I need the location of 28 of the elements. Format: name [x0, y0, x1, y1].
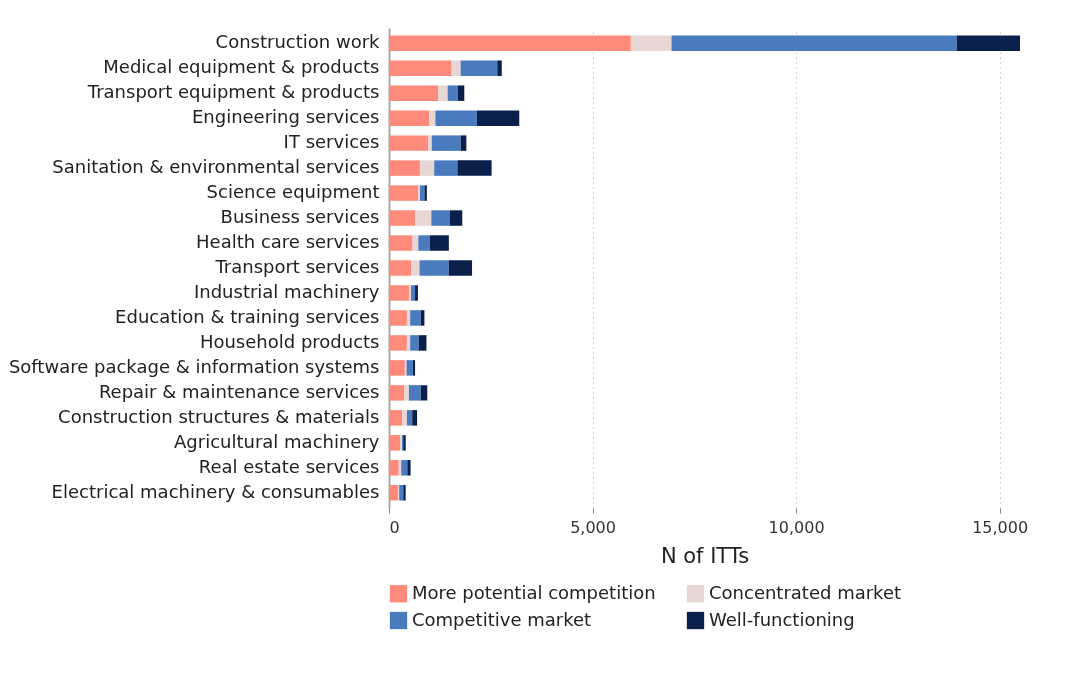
y-tick-label: Repair & maintenance services [98, 380, 380, 402]
legend-label: Well-functioning [709, 608, 855, 630]
y-tick-label: Construction structures & materials [58, 405, 380, 427]
y-tick-label: Sanitation & environmental services [52, 156, 380, 178]
legend-label: Competitive market [412, 608, 592, 630]
legend-label: Concentrated market [709, 581, 902, 603]
x-tick-label: 10,000 [768, 517, 825, 537]
y-tick-label: Real estate services [198, 455, 380, 477]
x-tick-label: 5,000 [570, 517, 616, 537]
y-tick-label: Science equipment [206, 181, 380, 203]
y-tick-label: Business services [220, 206, 380, 228]
y-tick-label: Medical equipment & products [103, 56, 380, 78]
y-tick-label: Household products [199, 330, 380, 352]
y-tick-label: Software package & information systems [8, 355, 380, 377]
y-tick-label: Health care services [196, 231, 380, 253]
y-tick-label: Education & training services [115, 305, 380, 327]
y-tick-label: Industrial machinery [193, 280, 380, 302]
y-tick-label: Transport services [214, 256, 380, 277]
y-tick-label: Agricultural machinery [174, 430, 380, 452]
y-tick-label: Transport equipment & products [86, 81, 380, 103]
y-tick-label: IT services [283, 131, 380, 153]
x-tick-label: 15,000 [972, 517, 1029, 537]
y-tick-label: Construction work [215, 31, 381, 53]
legend-label: More potential competition [412, 581, 656, 603]
x-axis-title: N of ITTs [660, 543, 750, 568]
y-tick-label: Engineering services [191, 106, 380, 128]
y-tick-label: Electrical machinery & consumables [51, 480, 380, 502]
x-tick-label: 0 [389, 517, 400, 537]
